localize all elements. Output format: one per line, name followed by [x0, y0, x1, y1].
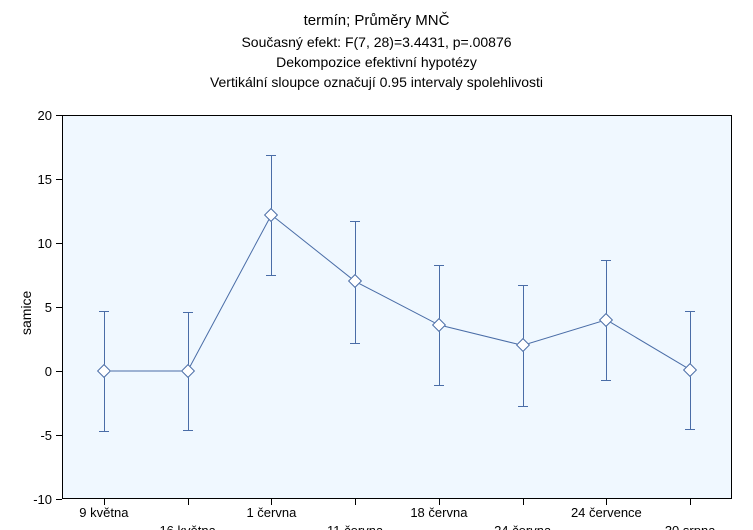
y-tick — [56, 371, 62, 372]
y-tick-label: 5 — [45, 300, 52, 315]
x-tick-label: 1 června — [226, 505, 316, 520]
chart-title-line: Současný efekt: F(7, 28)=3.4431, p=.0087… — [0, 32, 753, 52]
error-cap — [350, 221, 360, 222]
chart-titles: termín; Průměry MNČSoučasný efekt: F(7, … — [0, 10, 753, 93]
chart-title-line: Vertikální sloupce označují 0.95 interva… — [0, 72, 753, 92]
y-tick-label: 10 — [38, 236, 52, 251]
x-tick — [188, 499, 189, 505]
y-tick — [56, 307, 62, 308]
y-tick — [56, 243, 62, 244]
error-cap — [183, 312, 193, 313]
x-tick-label: 11 června — [310, 523, 400, 530]
x-tick-label: 9 května — [59, 505, 149, 520]
error-cap — [350, 343, 360, 344]
y-tick-label: -5 — [40, 428, 52, 443]
y-tick-label: 0 — [45, 364, 52, 379]
error-cap — [685, 429, 695, 430]
x-tick-label: 18 června — [394, 505, 484, 520]
error-cap — [99, 431, 109, 432]
error-cap — [518, 285, 528, 286]
chart-title-line: Dekompozice efektivní hypotézy — [0, 52, 753, 72]
y-tick-label: 20 — [38, 108, 52, 123]
y-tick — [56, 179, 62, 180]
error-cap — [601, 380, 611, 381]
error-cap — [183, 430, 193, 431]
error-cap — [434, 265, 444, 266]
y-tick — [56, 115, 62, 116]
plot-area — [62, 115, 732, 499]
error-cap — [434, 385, 444, 386]
y-tick-label: 15 — [38, 172, 52, 187]
x-tick-label: 24 července — [561, 505, 651, 520]
x-tick-label: 24 června — [478, 523, 568, 530]
error-cap — [266, 155, 276, 156]
x-tick — [690, 499, 691, 505]
error-cap — [601, 260, 611, 261]
x-tick — [355, 499, 356, 505]
x-tick-label: 30 srpna — [645, 523, 735, 530]
x-tick-label: 16 května — [143, 523, 233, 530]
x-tick — [523, 499, 524, 505]
y-tick — [56, 499, 62, 500]
y-axis-label: samice — [18, 291, 34, 335]
error-cap — [518, 406, 528, 407]
y-tick — [56, 435, 62, 436]
error-cap — [99, 311, 109, 312]
chart-title-line: termín; Průměry MNČ — [0, 10, 753, 32]
error-cap — [266, 275, 276, 276]
y-tick-label: -10 — [33, 492, 52, 507]
error-cap — [685, 311, 695, 312]
